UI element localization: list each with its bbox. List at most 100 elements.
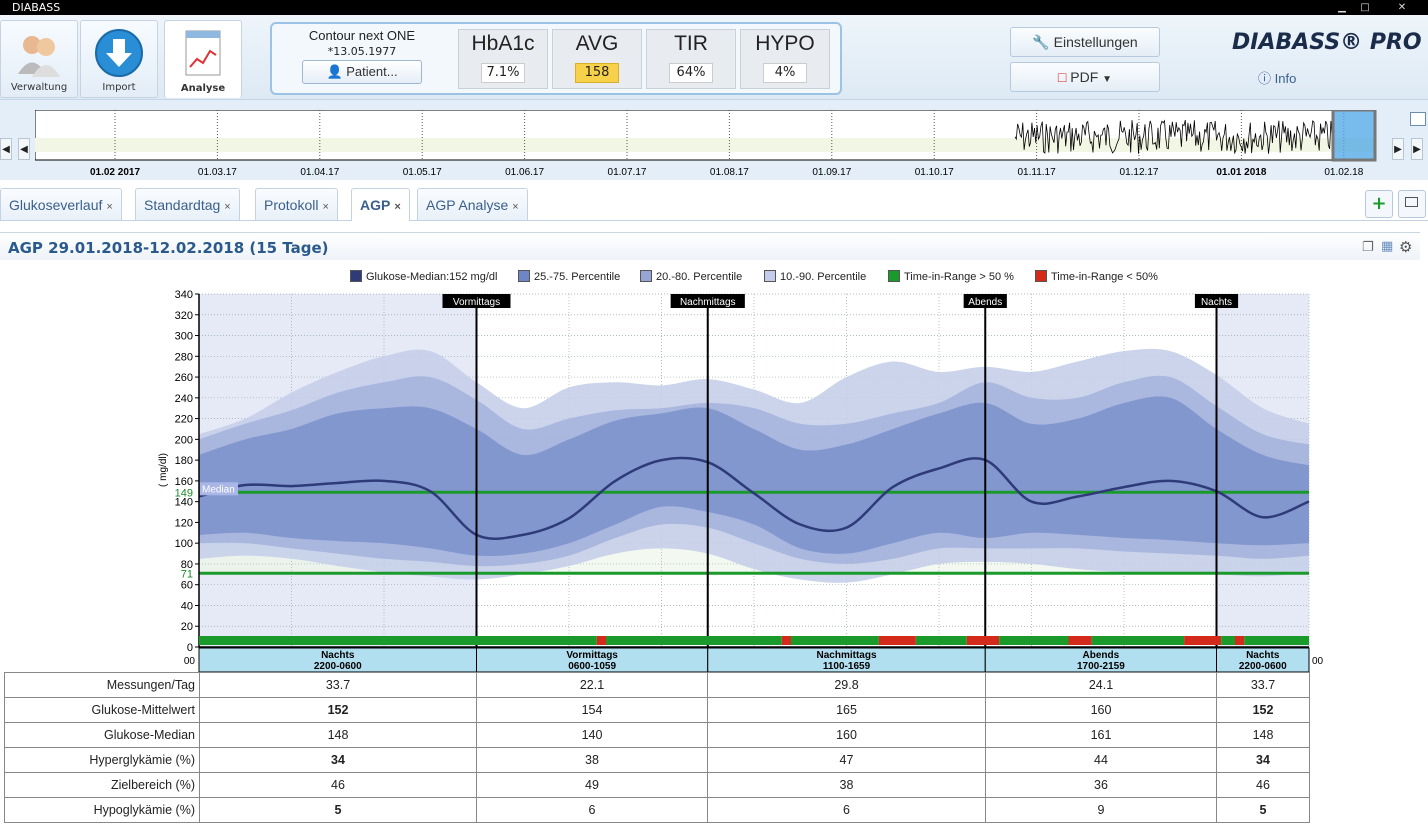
y-tick-label: 100	[175, 538, 193, 550]
kpi-avg: AVG 158	[552, 29, 642, 89]
pdf-label: PDF	[1070, 69, 1099, 85]
segment-label: Abends	[968, 297, 1002, 308]
y-tick-label: 120	[175, 517, 193, 529]
chart-legend: Glukose-Median:152 mg/dl 25.-75. Percent…	[350, 268, 1350, 286]
stats-row: Hyperglykämie (%) 34 38 47 44 34	[4, 747, 1310, 773]
stats-cell: 6	[707, 797, 986, 823]
legend-label: Time-in-Range > 50 %	[904, 271, 1014, 283]
tab-glukoseverlauf[interactable]: Glukoseverlauf ×	[0, 188, 122, 220]
tab-label: AGP Analyse	[426, 197, 509, 213]
gear-icon[interactable]: ⚙	[1399, 238, 1413, 256]
target-line-label: 71	[181, 568, 193, 580]
stats-cell: 160	[707, 722, 986, 748]
nav-import-button[interactable]: Import	[80, 20, 158, 98]
legend-label: Time-in-Range < 50%	[1051, 271, 1158, 283]
timeline-label: 01.06.17	[505, 167, 544, 178]
close-window-button[interactable]: ✕	[1397, 2, 1407, 13]
download-icon	[95, 29, 143, 77]
kpi-value: 158	[575, 63, 619, 83]
tab-close-icon[interactable]: ×	[106, 201, 113, 213]
timeline-label: 01.02.18	[1324, 167, 1363, 178]
copy-icon[interactable]: ❐	[1362, 240, 1374, 255]
timeline-target-band	[35, 138, 1375, 152]
y-tick-label: 200	[175, 434, 193, 446]
legend-item: Glukose-Median:152 mg/dl	[350, 270, 497, 283]
maximize-button[interactable]: □	[1360, 2, 1370, 13]
stats-cell: 24.1	[985, 672, 1217, 698]
timeline-label: 01.04.17	[300, 167, 339, 178]
tab-close-icon[interactable]: ×	[512, 201, 519, 213]
tab-label: Standardtag	[144, 197, 221, 213]
timeline-prev-button[interactable]: ◀	[18, 138, 30, 160]
nav-verwaltung-button[interactable]: Verwaltung	[0, 20, 78, 98]
kpi-label: TIR	[674, 32, 708, 55]
window-titlebar: DIABASS ▁ □ ✕	[0, 0, 1428, 15]
timeline-next-button[interactable]: ▶	[1392, 138, 1404, 160]
stats-row-label: Hypoglykämie (%)	[4, 797, 200, 823]
patient-button[interactable]: 👤 Patient...	[302, 60, 422, 84]
tir-bar-segment	[791, 636, 879, 645]
grid-icon[interactable]: ▦	[1381, 239, 1394, 254]
y-tick-label: 60	[181, 580, 193, 592]
pdf-button[interactable]: □ PDF ▼	[1010, 62, 1160, 92]
stats-row: Hypoglykämie (%) 5 6 6 9 5	[4, 797, 1310, 823]
y-tick-label: 140	[175, 497, 193, 509]
tab-close-icon[interactable]: ×	[322, 201, 329, 213]
y-tick-label: 240	[175, 393, 193, 405]
stats-cell: 33.7	[1216, 672, 1310, 698]
y-tick-label: 300	[175, 331, 193, 343]
kpi-value: 64%	[669, 63, 713, 83]
tir-bar-segment	[606, 636, 782, 645]
settings-button[interactable]: 🔧 Einstellungen	[1010, 27, 1160, 57]
y-tick-label: 80	[181, 559, 193, 571]
y-tick-label: 180	[175, 455, 193, 467]
period-range: 0600-1059	[568, 661, 616, 672]
tab-protokoll[interactable]: Protokoll ×	[255, 188, 338, 220]
stats-cell: 152	[1216, 697, 1310, 723]
median-tag-bg	[200, 482, 238, 496]
info-icon: ⓘ	[1258, 71, 1272, 86]
agp-panel-header: AGP 29.01.2018-12.02.2018 (15 Tage) ❐ ▦ …	[0, 232, 1420, 260]
minimize-button[interactable]: ▁	[1338, 2, 1346, 13]
tir-bar-segment	[199, 636, 597, 645]
segment-label: Vormittags	[453, 297, 500, 308]
calendar-icon[interactable]	[1410, 112, 1426, 126]
y-tick-label: 340	[175, 289, 193, 301]
timeline-scroll-left-button[interactable]: ◀	[0, 138, 12, 160]
nav-import-label: Import	[102, 82, 136, 93]
segment-label-bg	[442, 294, 511, 308]
stats-row: Glukose-Median 148 140 160 161 148	[4, 722, 1310, 748]
stats-cell: 9	[985, 797, 1217, 823]
stats-row: Messungen/Tag 33.7 22.1 29.8 24.1 33.7	[4, 672, 1310, 698]
tab-agp[interactable]: AGP ×	[351, 188, 410, 221]
period-header-cell	[198, 647, 477, 673]
tab-close-icon[interactable]: ×	[394, 201, 401, 213]
stats-cell: 148	[199, 722, 477, 748]
timeline-scroll-right-button[interactable]: ▶	[1411, 138, 1423, 160]
window-cascade-button[interactable]	[1398, 190, 1426, 218]
target-line-label: 149	[175, 487, 193, 499]
timeline-label: 01.03.17	[198, 167, 237, 178]
stats-row-label: Hyperglykämie (%)	[4, 747, 200, 773]
stats-row-label: Glukose-Mittelwert	[4, 697, 200, 723]
tab-standardtag[interactable]: Standardtag ×	[135, 188, 240, 220]
stats-cell: 46	[199, 772, 477, 798]
timeline-label: 01.10.17	[915, 167, 954, 178]
tab-label: Protokoll	[264, 197, 319, 213]
wrench-icon: 🔧	[1032, 34, 1050, 50]
kpi-value: 7.1%	[481, 63, 525, 83]
segment-label: Nachts	[1201, 297, 1232, 308]
info-link[interactable]: ⓘ Info	[1258, 68, 1296, 87]
tir-bar-segment	[915, 636, 967, 645]
timeline-selection-window	[1331, 110, 1377, 162]
stats-row-label: Glukose-Median	[4, 722, 200, 748]
tab-agp-analyse[interactable]: AGP Analyse ×	[417, 188, 528, 220]
tab-close-icon[interactable]: ×	[224, 201, 231, 213]
timeline-navigator[interactable]: ◀ ◀ 01.02 2017 01.03.17 01.04.17 01.05.17 01…	[0, 100, 1428, 180]
nav-analyse-button[interactable]: Analyse	[164, 20, 242, 98]
timeline-strip[interactable]: 01.02 2017 01.03.17 01.04.17 01.05.17 01.06.…	[35, 110, 1385, 180]
add-tab-button[interactable]: +	[1365, 190, 1393, 218]
legend-label: 10.-90. Percentile	[780, 271, 867, 283]
kpi-label: HbA1c	[471, 32, 535, 55]
tir-bar-segment	[1221, 636, 1235, 645]
